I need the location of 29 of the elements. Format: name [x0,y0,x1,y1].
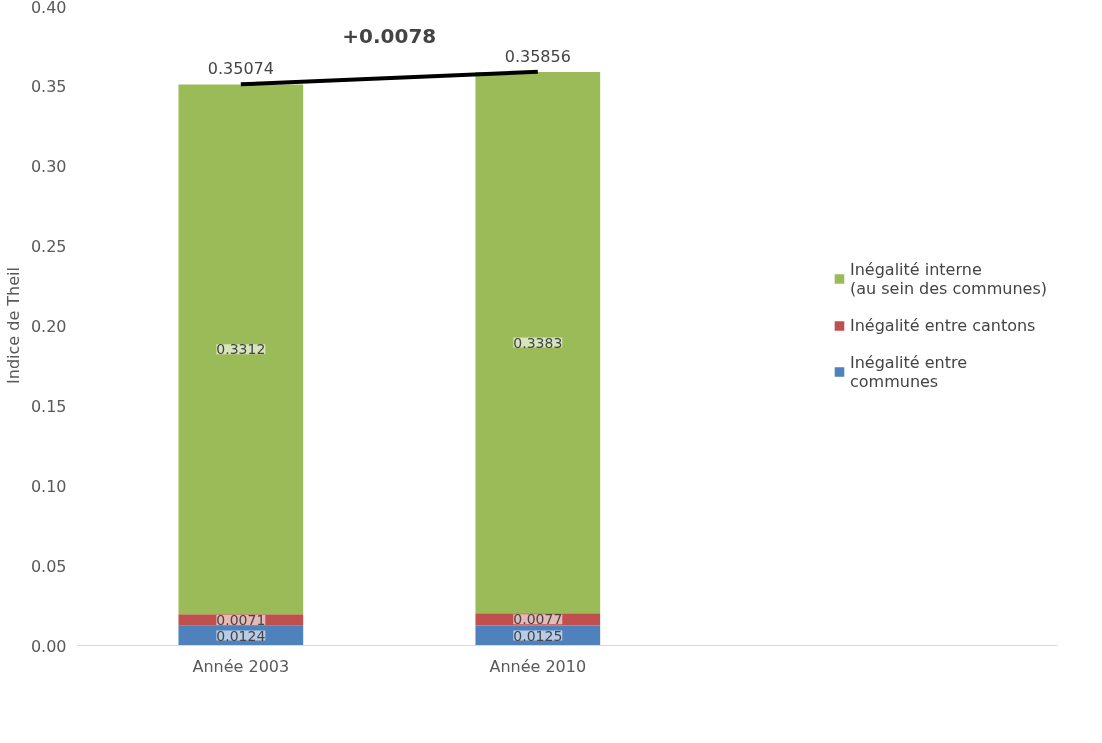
data-label: 0.35074 [207,59,274,79]
data-label: 0.0124 [216,627,266,644]
data-label: 0.3312 [216,341,266,358]
x-tick-label: Année 2010 [489,656,587,676]
y-tick-label: 0.25 [30,236,67,256]
bar [178,84,304,615]
legend-label: Inégalité entre cantons [849,315,1036,335]
x-tick-label: Année 2003 [192,656,290,676]
bar [178,625,304,646]
y-tick-label: 0.35 [30,76,67,96]
y-tick-label: 0.00 [30,636,67,656]
legend-label: Inégalité entre communes [849,352,968,391]
bar [475,71,601,614]
y-tick-label: 0.05 [30,556,67,576]
bar [178,614,304,626]
y-tick-label: 0.10 [30,476,67,496]
annotation: +0.0078 [342,24,437,49]
data-label: 0.3383 [513,334,563,351]
y-axis-title: Indice de Theil [3,267,23,384]
data-label: 0.35856 [504,46,571,66]
bar [475,613,601,626]
data-label: 0.0125 [513,627,563,644]
y-tick-label: 0.30 [30,156,67,176]
y-tick-label: 0.15 [30,396,67,416]
data-label: 0.0071 [216,611,266,628]
y-tick-label: 0.40 [30,0,67,17]
data-label: 0.0077 [513,611,563,628]
legend-label: Inégalité interne (au sein des communes) [849,259,1047,298]
y-tick-label: 0.20 [30,316,67,336]
